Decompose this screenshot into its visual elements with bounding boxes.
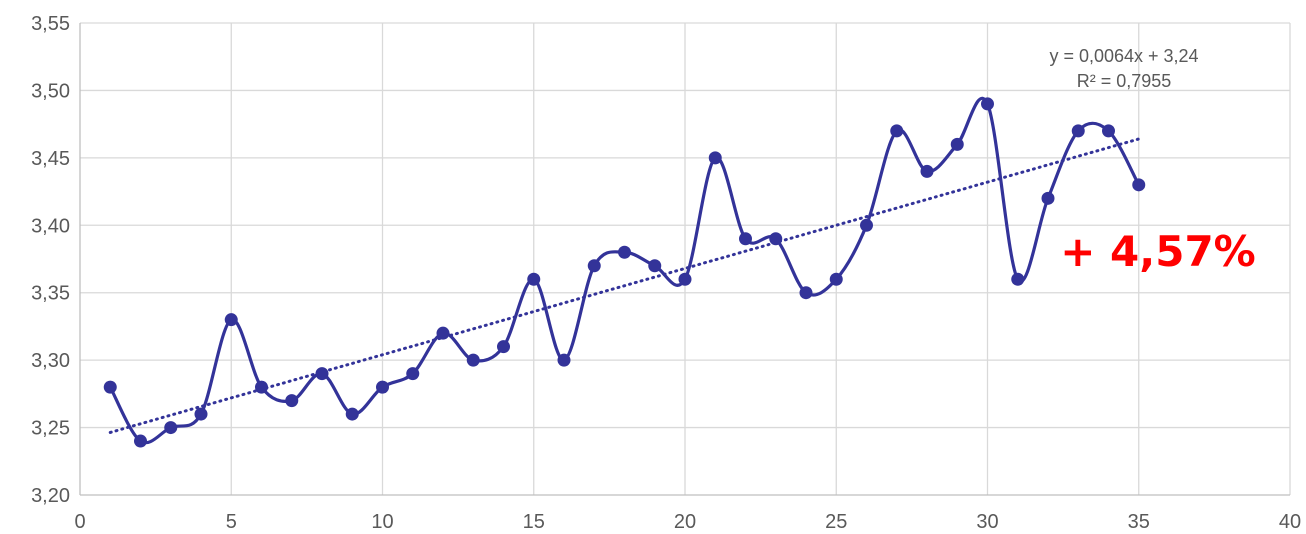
- data-point: [1132, 178, 1146, 192]
- annotation-layer: y = 0,0064x + 3,24 R² = 0,7955 + 4,57%: [1049, 46, 1255, 276]
- trendline-r2: R² = 0,7955: [1077, 71, 1172, 91]
- y-tick-label: 3,25: [31, 418, 70, 440]
- data-point: [1071, 124, 1085, 138]
- x-tick-label: 15: [523, 511, 545, 533]
- y-tick-label: 3,35: [31, 283, 70, 305]
- y-tick-label: 3,55: [31, 13, 70, 35]
- data-point: [103, 380, 117, 394]
- data-point: [799, 286, 813, 300]
- data-point: [255, 380, 268, 394]
- data-point: [860, 218, 873, 232]
- data-point: [466, 353, 480, 367]
- series-layer: [103, 96, 1146, 448]
- data-point: [406, 367, 420, 381]
- data-point: [981, 97, 994, 111]
- x-tick-label: 25: [825, 511, 847, 533]
- axes: [79, 23, 1290, 496]
- data-point: [224, 313, 238, 327]
- x-tick-label: 35: [1128, 511, 1150, 533]
- data-point: [678, 272, 692, 286]
- data-point: [587, 259, 601, 273]
- data-point: [285, 394, 299, 408]
- data-point: [345, 407, 359, 421]
- data-point: [708, 151, 722, 165]
- x-tick-label: 30: [976, 511, 998, 533]
- data-point: [1102, 124, 1115, 138]
- data-point: [1011, 272, 1025, 286]
- y-tick-label: 3,40: [31, 215, 70, 237]
- x-tick-label: 40: [1279, 511, 1301, 533]
- y-tick-label: 3,30: [31, 350, 70, 372]
- percent-change-callout: + 4,57%: [1060, 227, 1256, 276]
- data-point: [194, 407, 208, 421]
- x-tick-label: 20: [674, 511, 696, 533]
- tick-labels: 3,20 3,25 3,30 3,35 3,40 3,45 3,50 3,55 0 5 10 15 20…: [31, 13, 1301, 533]
- data-point: [557, 353, 571, 367]
- x-tick-label: 0: [74, 511, 85, 533]
- trendline-layer: [108, 137, 1141, 434]
- y-tick-label: 3,45: [31, 148, 70, 170]
- data-point: [648, 259, 662, 273]
- data-point: [497, 340, 510, 354]
- data-point: [890, 124, 904, 138]
- trendline: [108, 137, 1141, 434]
- data-point: [920, 164, 934, 178]
- x-tick-label: 10: [371, 511, 393, 533]
- data-point: [739, 232, 752, 246]
- y-tick-label: 3,50: [31, 80, 70, 102]
- data-point: [376, 380, 389, 394]
- trendline-equation: y = 0,0064x + 3,24: [1049, 46, 1198, 66]
- data-point: [134, 434, 147, 448]
- data-point: [315, 367, 329, 381]
- data-point: [1041, 191, 1055, 205]
- data-point: [618, 245, 631, 259]
- data-point: [436, 326, 450, 340]
- data-point: [527, 272, 541, 286]
- data-point: [950, 137, 964, 151]
- data-point: [164, 421, 178, 435]
- y-tick-label: 3,20: [31, 485, 70, 507]
- x-tick-label: 5: [226, 511, 237, 533]
- grid: [80, 22, 1291, 495]
- data-point: [769, 232, 783, 246]
- data-point: [829, 272, 843, 286]
